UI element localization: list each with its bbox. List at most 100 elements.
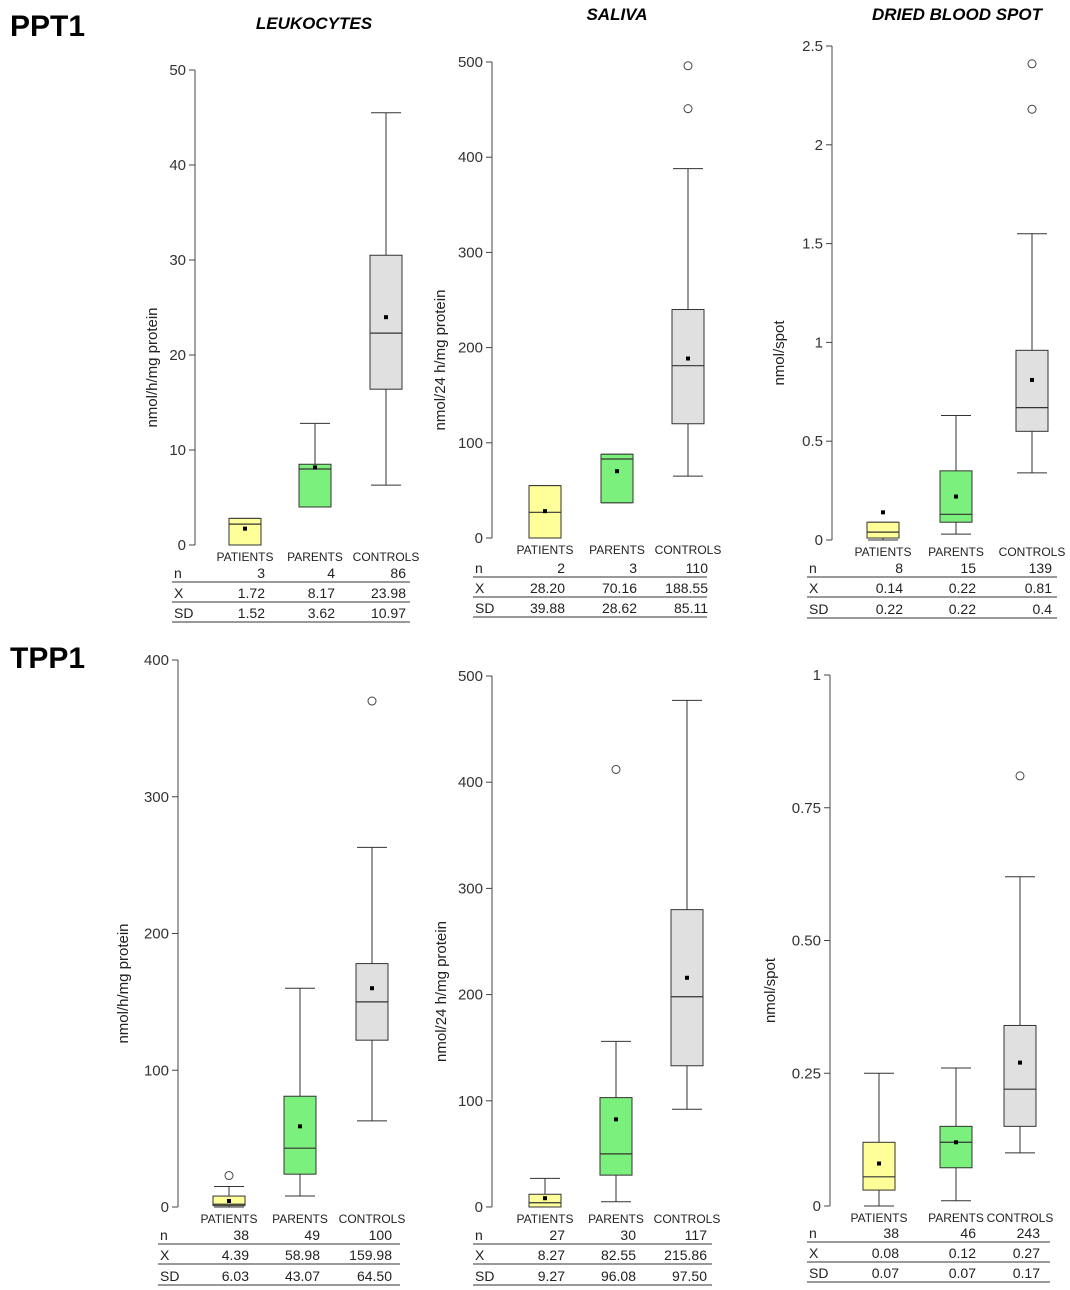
category-label: CONTROLS xyxy=(654,1212,721,1226)
category-label: PATIENTS xyxy=(217,550,274,564)
stat-value: 82.55 xyxy=(601,1247,636,1263)
stat-row-label: n xyxy=(160,1227,168,1243)
mean-marker xyxy=(370,986,374,991)
stat-value: 3.62 xyxy=(308,605,335,621)
stat-value: 27 xyxy=(549,1227,565,1243)
stat-value: 0.81 xyxy=(1025,580,1052,596)
stat-value: 1.72 xyxy=(238,585,265,601)
y-axis-label: nmol/h/mg protein xyxy=(115,923,132,1043)
stat-value: 8 xyxy=(895,560,903,576)
mean-marker xyxy=(615,469,619,474)
outlier-point xyxy=(611,764,621,774)
stat-value: 86 xyxy=(390,565,406,581)
y-axis-label: nmol/24 h/mg protein xyxy=(433,921,450,1062)
row-label-ppt1: PPT1 xyxy=(10,10,86,43)
y-tick-label: 300 xyxy=(458,244,483,261)
mean-marker xyxy=(877,1161,881,1166)
y-tick-label: 400 xyxy=(458,149,483,166)
stat-value: 8.27 xyxy=(538,1247,565,1263)
stat-row-label: SD xyxy=(475,1268,494,1284)
outlier-point xyxy=(683,104,693,114)
category-label: CONTROLS xyxy=(339,1212,406,1226)
stat-value: 0.4 xyxy=(1033,601,1053,617)
box-parents xyxy=(298,463,332,508)
y-tick-label: 0.5 xyxy=(802,433,823,450)
stat-value: 8.17 xyxy=(308,585,335,601)
stat-value: 0.22 xyxy=(876,601,903,617)
mean-marker xyxy=(543,1196,547,1201)
category-label: PATIENTS xyxy=(517,543,574,557)
panel-title: SALIVA xyxy=(586,5,647,24)
stat-value: 215.86 xyxy=(664,1247,707,1263)
category-label: PATIENTS xyxy=(855,545,912,559)
stat-value: 28.20 xyxy=(530,580,565,596)
stat-value: 28.62 xyxy=(602,600,637,616)
y-tick-label: 30 xyxy=(169,252,186,269)
stat-value: 43.07 xyxy=(285,1268,320,1284)
outlier-point xyxy=(1027,104,1037,114)
outlier-point xyxy=(1027,59,1037,69)
mean-marker xyxy=(685,975,689,980)
stat-row-label: n xyxy=(174,565,182,581)
row-label-tpp1: TPP1 xyxy=(10,642,86,675)
stat-value: 97.50 xyxy=(672,1268,707,1284)
stat-row-label: X xyxy=(160,1247,170,1263)
y-tick-label: 400 xyxy=(458,774,483,791)
category-label: PATIENTS xyxy=(851,1211,908,1225)
stat-value: 159.98 xyxy=(349,1247,392,1263)
stat-value: 10.97 xyxy=(371,605,406,621)
stat-value: 70.16 xyxy=(602,580,637,596)
box-controls xyxy=(671,309,705,425)
stat-value: 3 xyxy=(257,565,265,581)
stat-row-label: SD xyxy=(160,1268,179,1284)
stat-value: 139 xyxy=(1029,560,1053,576)
box-patients xyxy=(228,517,262,546)
box-controls xyxy=(369,254,403,390)
y-tick-label: 300 xyxy=(458,880,483,897)
y-tick-label: 0 xyxy=(475,1199,483,1216)
panel-title: DRIED BLOOD SPOT xyxy=(872,5,1044,24)
mean-marker xyxy=(686,356,690,361)
stat-value: 46 xyxy=(960,1225,976,1241)
panel-title: LEUKOCYTES xyxy=(256,14,373,33)
y-tick-label: 2.5 xyxy=(802,38,823,55)
stat-row-label: n xyxy=(809,560,817,576)
box-controls xyxy=(1003,1024,1037,1127)
mean-marker xyxy=(313,465,317,470)
stat-value: 4.39 xyxy=(222,1247,249,1263)
y-tick-label: 500 xyxy=(458,54,483,71)
y-tick-label: 1 xyxy=(813,667,821,684)
y-tick-label: 100 xyxy=(458,435,483,452)
stat-row-label: SD xyxy=(475,600,494,616)
box-controls xyxy=(670,909,704,1067)
stat-value: 49 xyxy=(304,1227,320,1243)
y-tick-label: 20 xyxy=(169,347,186,364)
category-label: PARENTS xyxy=(272,1212,328,1226)
stat-value: 9.27 xyxy=(538,1268,565,1284)
outlier-point xyxy=(224,1171,234,1181)
stat-value: 2 xyxy=(557,560,565,576)
box-parents xyxy=(599,1097,633,1176)
y-tick-label: 200 xyxy=(144,926,169,943)
y-tick-label: 2 xyxy=(815,137,823,154)
stat-value: 4 xyxy=(327,565,335,581)
box-controls xyxy=(1015,349,1049,432)
y-tick-label: 200 xyxy=(458,340,483,357)
stat-row-label: X xyxy=(475,1247,485,1263)
category-label: PARENTS xyxy=(588,1212,644,1226)
y-axis-label: nmol/spot xyxy=(771,320,788,386)
stat-value: 117 xyxy=(685,1227,708,1243)
stat-value: 6.03 xyxy=(222,1268,249,1284)
stat-row-label: n xyxy=(475,1227,483,1243)
stat-value: 0.17 xyxy=(1013,1265,1040,1281)
stat-value: 38 xyxy=(883,1225,899,1241)
box-parents xyxy=(939,1125,973,1169)
stat-value: 23.98 xyxy=(371,585,406,601)
category-label: CONTROLS xyxy=(353,550,420,564)
mean-marker xyxy=(1030,377,1034,382)
stat-value: 1.52 xyxy=(238,605,265,621)
stat-row-label: X xyxy=(174,585,184,601)
category-label: PARENTS xyxy=(928,1211,984,1225)
y-tick-label: 400 xyxy=(144,652,169,669)
y-tick-label: 100 xyxy=(144,1062,169,1079)
